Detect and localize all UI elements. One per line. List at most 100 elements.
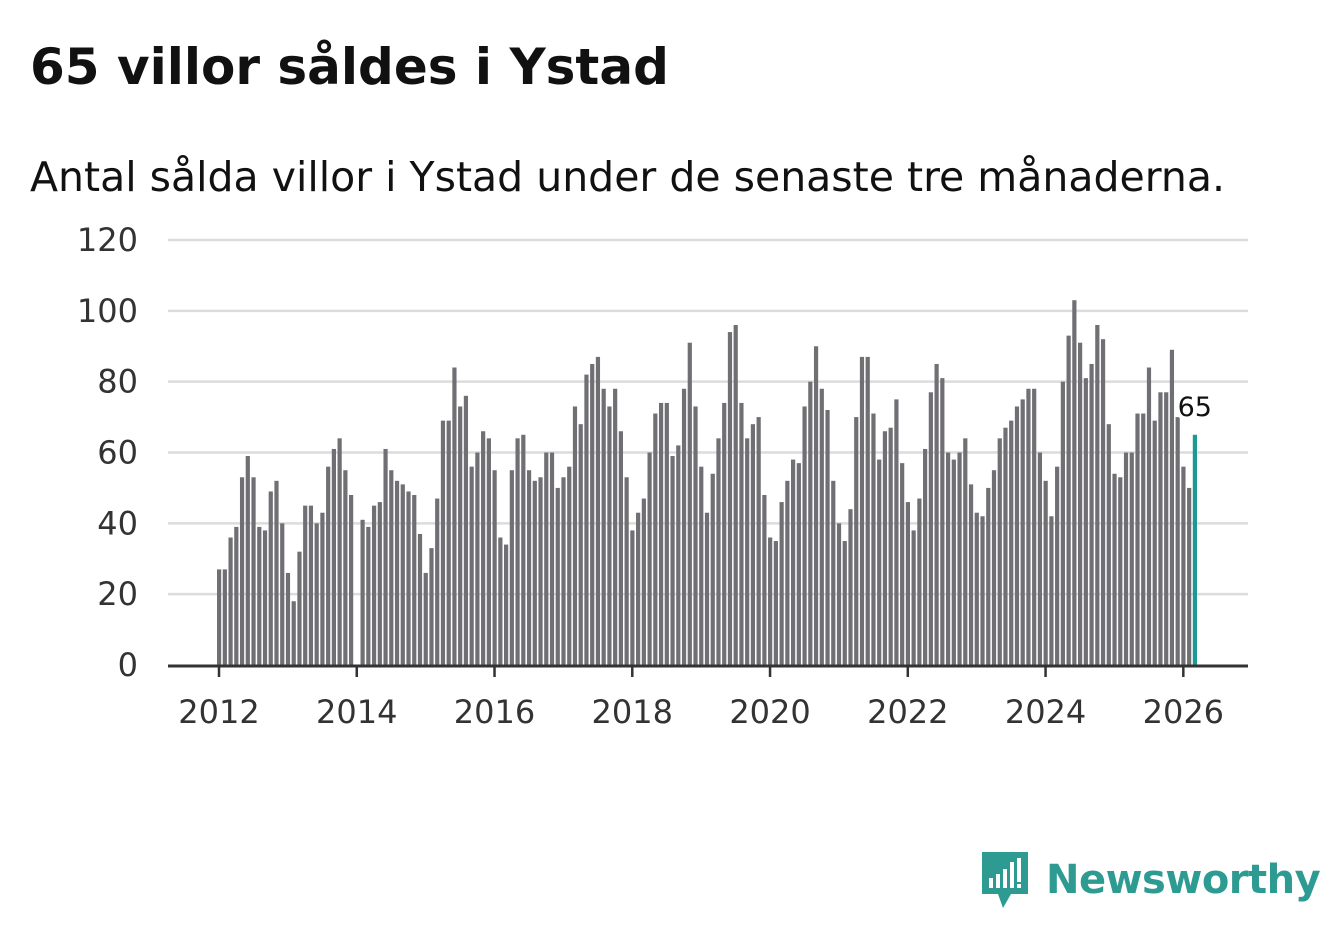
bar [509, 470, 514, 665]
bar [303, 505, 308, 666]
bar [400, 484, 405, 666]
bar [326, 466, 331, 665]
y-tick-label: 20 [97, 575, 138, 613]
bar [331, 448, 336, 665]
bar [779, 502, 784, 665]
x-tick-label: 2018 [592, 693, 673, 731]
bar [1095, 325, 1100, 665]
bar [808, 381, 813, 665]
x-tick-label: 2014 [316, 693, 397, 731]
bar [687, 342, 692, 665]
bar [681, 388, 687, 665]
bar [1187, 487, 1192, 665]
x-tick-label: 2026 [1143, 693, 1224, 731]
bar [613, 388, 618, 665]
y-tick-label: 0 [118, 646, 138, 684]
bar [762, 495, 767, 665]
y-tick-label: 100 [77, 292, 138, 330]
bar [1141, 413, 1146, 665]
bar [590, 363, 595, 665]
y-tick-label: 80 [97, 363, 138, 401]
bar [951, 459, 956, 665]
x-tick-label: 2016 [454, 693, 535, 731]
bar [383, 448, 388, 665]
bar [452, 367, 457, 665]
bar [974, 512, 979, 665]
bar [538, 477, 543, 665]
bar [997, 438, 1002, 665]
bar [928, 392, 933, 665]
bar [268, 491, 273, 665]
bar [504, 544, 509, 665]
bar [320, 512, 325, 665]
bar [526, 470, 532, 665]
bar [986, 487, 991, 665]
bar [894, 399, 899, 666]
bar [377, 502, 382, 665]
bar [366, 526, 371, 666]
bar [710, 473, 715, 665]
bar [285, 572, 291, 665]
bar [653, 413, 658, 665]
bar [739, 402, 744, 665]
bar [435, 498, 440, 665]
bar [888, 427, 893, 665]
brand-name: Newsworthy [1046, 857, 1321, 903]
bar [314, 523, 319, 665]
bar [498, 537, 503, 665]
bar [733, 325, 738, 665]
bar [245, 456, 250, 665]
bar [1078, 342, 1083, 665]
bar [842, 541, 847, 665]
bar [945, 452, 951, 665]
y-tick-label: 40 [97, 504, 138, 542]
bar [1083, 378, 1088, 666]
bar [768, 537, 773, 665]
bar [463, 395, 469, 665]
bar [791, 459, 796, 665]
bar [1118, 477, 1123, 665]
bar [222, 569, 227, 666]
bar [963, 438, 968, 665]
bar [1123, 452, 1129, 665]
bar [446, 420, 451, 666]
bar [1009, 420, 1014, 666]
bar [750, 424, 756, 665]
bar [693, 406, 698, 665]
bar [389, 470, 394, 665]
x-tick-label: 2020 [729, 693, 810, 731]
bar [871, 413, 876, 665]
bar [1049, 516, 1054, 665]
bar [745, 438, 750, 665]
bar [813, 346, 819, 665]
bar [1032, 388, 1037, 665]
bar [1164, 392, 1169, 665]
bar [262, 530, 268, 665]
bar [371, 505, 377, 666]
bar [1106, 424, 1111, 665]
bar [280, 523, 285, 665]
bar [429, 548, 434, 666]
bar [492, 470, 497, 665]
bar [825, 410, 830, 665]
bar [1055, 466, 1060, 665]
bar [940, 378, 945, 666]
bar [1066, 335, 1071, 666]
bar [532, 480, 537, 665]
bar [1037, 452, 1043, 665]
bar [561, 477, 566, 665]
newsworthy-logo: Newsworthy [980, 850, 1321, 910]
bar [905, 502, 910, 665]
bar [624, 477, 629, 665]
bar [1169, 349, 1175, 665]
bar [1158, 392, 1163, 665]
bar [900, 463, 905, 666]
bar [1152, 420, 1157, 666]
bar [785, 480, 790, 665]
x-tick-label: 2024 [1005, 693, 1086, 731]
bar [957, 452, 962, 665]
bar [1072, 300, 1077, 665]
bar [412, 495, 417, 665]
bar [991, 470, 997, 665]
bar [664, 402, 669, 665]
